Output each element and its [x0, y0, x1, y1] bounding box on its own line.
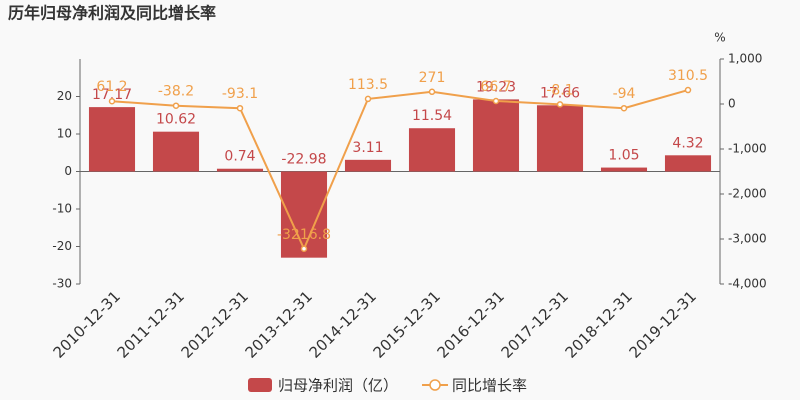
- y-tick-label: -10: [52, 202, 72, 216]
- legend-label[interactable]: 同比增长率: [452, 377, 527, 395]
- bar-value-label: 11.54: [412, 108, 452, 124]
- bar: [472, 99, 520, 172]
- y2-tick-label: -1,000: [728, 142, 767, 156]
- y-tick-label: 20: [57, 89, 72, 103]
- legend-swatch: [248, 378, 272, 392]
- line-value-label: 113.5: [348, 77, 388, 93]
- line-point: [556, 101, 564, 108]
- bar: [600, 167, 648, 172]
- y2-tick-label: 0: [728, 97, 736, 111]
- y2-axis-unit: %: [714, 31, 725, 45]
- line-point: [108, 97, 116, 105]
- line-point: [684, 86, 692, 94]
- bar: [216, 168, 264, 172]
- line-point: [172, 102, 180, 109]
- bar-value-label: 3.11: [352, 140, 383, 156]
- line-point: [620, 104, 628, 112]
- bar: [536, 105, 584, 172]
- line-point: [428, 88, 436, 96]
- bar-value-label: 10.62: [156, 112, 196, 128]
- line-value-label: 271: [419, 70, 446, 86]
- bar-value-label: 1.05: [608, 148, 639, 164]
- bar: [344, 159, 392, 172]
- legend-swatch-point: [429, 379, 441, 391]
- y2-tick-label: 1,000: [728, 52, 762, 66]
- legend-label[interactable]: 归母净利润（亿）: [278, 377, 398, 395]
- chart-title: 历年归母净利润及同比增长率: [8, 4, 216, 23]
- line-value-label: -38.2: [158, 84, 194, 100]
- bar-value-label: -22.98: [281, 152, 326, 168]
- y-tick-label: -30: [52, 277, 72, 291]
- y-tick-label: 10: [57, 127, 72, 141]
- bar-value-label: 17.17: [92, 87, 132, 103]
- y2-tick-label: -2,000: [728, 187, 767, 201]
- y2-tick-label: -4,000: [728, 277, 767, 291]
- bar: [408, 128, 456, 172]
- line: [111, 89, 689, 252]
- line-value-label: 61.2: [96, 79, 127, 95]
- bar-value-label: 17.66: [540, 85, 580, 101]
- y-tick-label: -20: [52, 239, 72, 253]
- line-point: [492, 97, 500, 105]
- bar: [88, 107, 136, 172]
- line-point: [364, 95, 372, 103]
- bar-value-label: 19.23: [476, 79, 516, 95]
- line-value-label: -94: [613, 86, 636, 102]
- line-value-label: -3216.8: [277, 227, 331, 243]
- line-value-label: 310.5: [668, 68, 708, 84]
- line-point: [236, 104, 244, 112]
- line-value-label: 66.7: [480, 79, 511, 95]
- bar-value-label: 0.74: [224, 149, 255, 165]
- bar: [152, 131, 200, 172]
- bar-value-label: 4.32: [672, 135, 703, 151]
- line-point: [300, 245, 308, 253]
- line-value-label: -93.1: [222, 86, 258, 102]
- y2-tick-label: -3,000: [728, 232, 767, 246]
- y-tick-label: 0: [64, 164, 72, 178]
- line-value-label: -8.1: [546, 82, 573, 98]
- bar: [664, 155, 712, 172]
